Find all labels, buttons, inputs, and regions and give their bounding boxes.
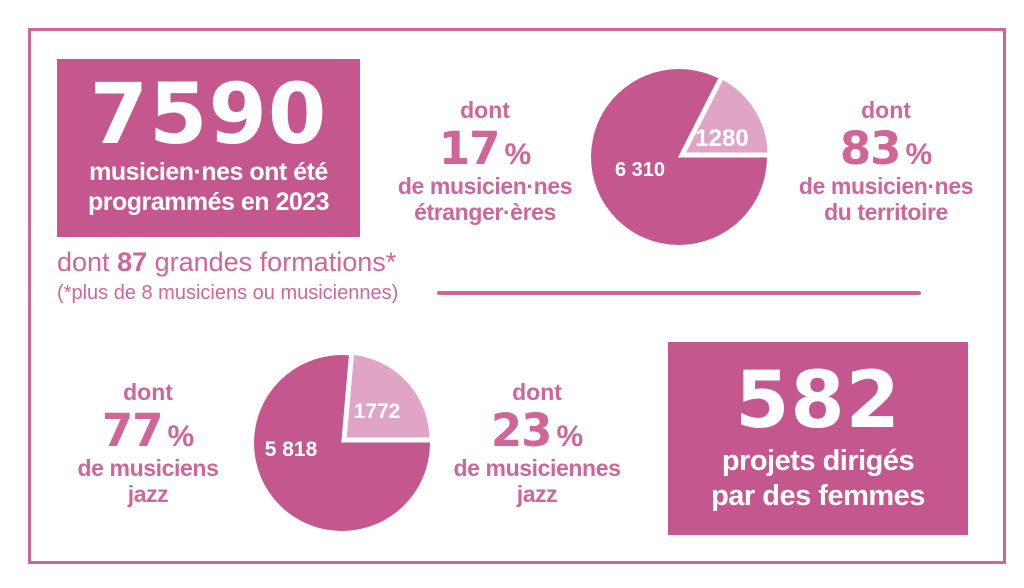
stat-foreign-line2: étranger·ères	[414, 199, 556, 226]
pie-label-men: 5 818	[265, 438, 318, 461]
women-projects-caption: projets dirigés par des femmes	[711, 444, 925, 512]
pie-slice-women	[341, 352, 433, 443]
stat-women-jazz: dont 23% de musiciennes jazz	[442, 379, 632, 508]
stat-foreign-dont: dont	[460, 97, 510, 123]
stat-men-jazz-value-row: 77%	[55, 408, 241, 454]
formations-footnote: (*plus de 8 musiciens ou musiciennes)	[57, 281, 399, 304]
stat-foreign-unit: %	[504, 137, 532, 171]
women-projects-line1: projets dirigés	[721, 445, 915, 478]
stat-men-jazz: dont 77% de musiciens jazz	[55, 379, 241, 508]
stat-foreign-value: 17	[438, 121, 501, 175]
formations-note: dont 87 grandes formations* (*plus de 8 …	[57, 247, 477, 305]
stat-territory-line1: de musicien·nes	[798, 173, 974, 200]
stat-foreign-line1: de musicien·nes	[397, 173, 573, 200]
stat-women-jazz-value-row: 23%	[442, 408, 632, 454]
hero-caption-line2: programmés en 2023	[87, 187, 330, 216]
stat-women-jazz-dont: dont	[512, 379, 562, 405]
stat-foreign: dont 17% de musicien·nes étranger·ères	[392, 97, 578, 226]
stat-men-jazz-unit: %	[167, 419, 195, 453]
stat-territory: dont 83% de musicien·nes du territoire	[790, 97, 982, 226]
hero-caption-line1: musicien·nes ont été	[89, 158, 328, 187]
stat-men-jazz-value: 77	[101, 403, 164, 457]
stat-women-jazz-line1: de musiciennes	[453, 455, 621, 482]
pie-label-women: 1772	[354, 400, 401, 423]
stat-men-jazz-line2: jazz	[127, 481, 169, 508]
horizontal-divider	[437, 291, 921, 295]
formations-number: 87	[117, 247, 148, 277]
pie-label-territory: 6 310	[615, 159, 665, 181]
stat-women-jazz-line2: jazz	[516, 481, 558, 508]
women-projects-line2: par des femmes	[711, 479, 925, 512]
hero-number: 7590	[89, 64, 328, 163]
stat-territory-value: 83	[839, 121, 902, 175]
pie-chart-origin: 6 310 1280	[591, 69, 770, 245]
stat-territory-unit: %	[905, 137, 933, 171]
women-projects-number: 582	[735, 356, 901, 447]
hero-box: 7590 musicien·nes ont été programmés en …	[57, 59, 360, 237]
formations-line: dont 87 grandes formations*	[57, 247, 477, 278]
stat-territory-value-row: 83%	[790, 126, 982, 172]
pie-slice-foreign	[677, 73, 770, 158]
stat-women-jazz-value: 23	[490, 403, 553, 457]
formations-suffix: grandes formations*	[147, 247, 397, 277]
pie-label-foreign: 1280	[695, 125, 748, 152]
hero-caption: musicien·nes ont été programmés en 2023	[87, 158, 330, 217]
formations-prefix: dont	[57, 247, 118, 277]
stat-territory-line2: du territoire	[824, 199, 948, 226]
stat-territory-dont: dont	[861, 97, 911, 123]
stat-men-jazz-dont: dont	[123, 379, 173, 405]
outer-border-frame	[28, 28, 1006, 564]
stat-foreign-value-row: 17%	[392, 126, 578, 172]
stat-men-jazz-line1: de musiciens	[77, 455, 219, 482]
women-projects-box: 582 projets dirigés par des femmes	[668, 342, 968, 535]
stat-women-jazz-unit: %	[556, 419, 584, 453]
pie-chart-gender: 5 818 1772	[254, 352, 433, 531]
